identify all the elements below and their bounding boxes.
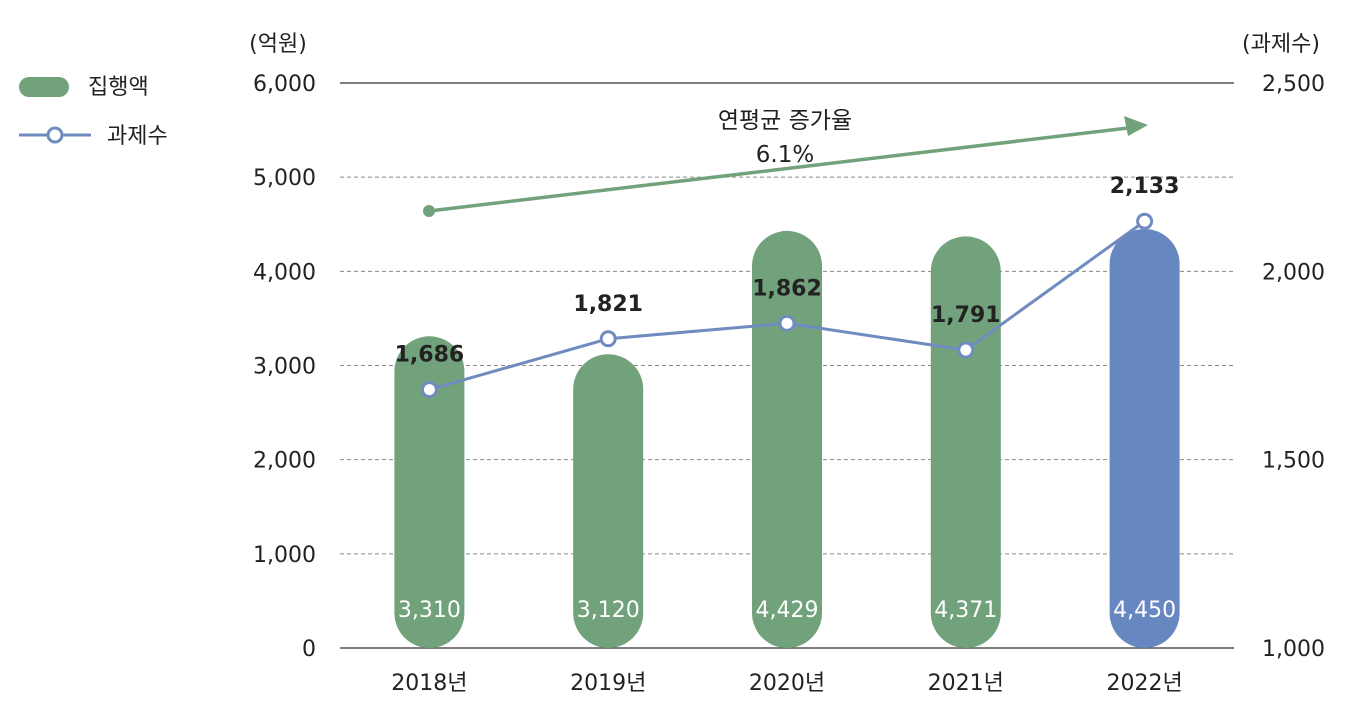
x-tick-label: 2020년 [749, 671, 825, 696]
projects-value-label: 1,821 [573, 292, 643, 317]
projects-point [599, 330, 617, 348]
bar-value-label: 3,310 [398, 598, 461, 623]
y-left-ticks: 0 1,000 2,000 3,000 4,000 5,000 6,000 [253, 72, 316, 662]
y-right-tick-label: 1,000 [1262, 637, 1325, 662]
bar-value-label: 4,429 [756, 598, 819, 623]
y-right-ticks: 1,000 1,500 2,000 2,500 [1262, 72, 1325, 662]
y-right-tick-label: 1,500 [1262, 449, 1325, 474]
y-left-unit: (억원) [249, 32, 307, 57]
growth-annotation-text: 연평균 증가율 [718, 108, 852, 134]
y-right-unit: (과제수) [1242, 32, 1320, 57]
y-left-tick-label: 1,000 [253, 543, 316, 568]
y-right-tick-label: 2,500 [1262, 72, 1325, 97]
growth-annotation-value: 6.1% [756, 142, 814, 168]
y-left-tick-label: 3,000 [253, 355, 316, 380]
bar-2020년 [752, 230, 822, 648]
x-tick-label: 2022년 [1106, 671, 1182, 696]
growth-annotation: 연평균 증가율 6.1% [423, 108, 1148, 217]
projects-point [957, 341, 975, 359]
legend-label-projects: 과제수 [107, 124, 168, 149]
x-tick-label: 2021년 [928, 671, 1004, 696]
y-left-tick-label: 2,000 [253, 449, 316, 474]
projects-point [420, 381, 438, 399]
legend-marker-budget [19, 77, 69, 97]
x-tick-label: 2019년 [570, 671, 646, 696]
bars: 3,310 3,120 4,429 4,371 4,450 [394, 228, 1180, 649]
y-right-tick-label: 2,000 [1262, 260, 1325, 285]
bar-value-label: 3,120 [577, 598, 640, 623]
projects-value-label: 1,791 [931, 303, 1001, 328]
y-left-tick-label: 6,000 [253, 72, 316, 97]
x-ticks: 2018년 2019년 2020년 2021년 2022년 [391, 671, 1182, 696]
y-left-tick-label: 4,000 [253, 260, 316, 285]
projects-value-label: 1,686 [395, 343, 465, 368]
bar-value-label: 4,450 [1113, 598, 1176, 623]
grid [340, 82, 1234, 649]
projects-point [1136, 212, 1154, 230]
y-left-tick-label: 5,000 [253, 166, 316, 191]
bar-2022년 [1109, 228, 1180, 649]
projects-point [778, 314, 796, 332]
bar-2018년 [394, 336, 465, 648]
x-tick-label: 2018년 [391, 671, 467, 696]
bar-2019년 [573, 354, 644, 648]
growth-arrow-line [428, 126, 1129, 213]
bar-value-label: 4,371 [934, 598, 997, 623]
line-series: 1,686 1,821 1,862 1,791 2,133 [395, 174, 1180, 399]
legend-label-budget: 집행액 [88, 75, 149, 100]
legend-marker-circle [46, 126, 64, 144]
projects-value-label: 2,133 [1110, 174, 1180, 199]
y-left-tick-label: 0 [302, 637, 316, 662]
bar-2021년 [930, 236, 1001, 648]
legend: 집행액 과제수 [19, 75, 168, 149]
projects-value-label: 1,862 [752, 276, 822, 301]
growth-arrow-head [1124, 116, 1148, 136]
